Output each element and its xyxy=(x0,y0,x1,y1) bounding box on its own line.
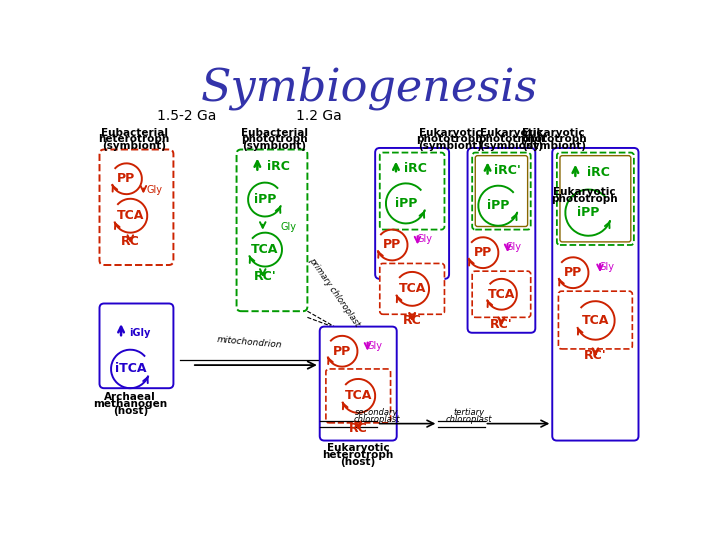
Text: methanogen: methanogen xyxy=(93,400,167,409)
Text: Eubacterial: Eubacterial xyxy=(240,127,307,138)
Text: Gly: Gly xyxy=(366,341,382,351)
Text: tertiary: tertiary xyxy=(454,408,485,417)
Text: PP: PP xyxy=(564,266,582,279)
Text: iRC': iRC' xyxy=(494,164,521,177)
Text: iPP: iPP xyxy=(254,193,276,206)
Text: Eubacterial: Eubacterial xyxy=(101,127,168,138)
Text: heterotroph: heterotroph xyxy=(99,134,170,145)
FancyBboxPatch shape xyxy=(559,291,632,349)
FancyBboxPatch shape xyxy=(326,369,390,423)
Text: iRC: iRC xyxy=(587,166,610,179)
Text: phototroph: phototroph xyxy=(241,134,307,145)
Text: chloroplast: chloroplast xyxy=(446,415,492,424)
Text: RC: RC xyxy=(402,314,421,327)
Text: 1.2 Ga: 1.2 Ga xyxy=(296,110,342,123)
Text: TCA: TCA xyxy=(251,243,279,256)
Text: mitochondrion: mitochondrion xyxy=(217,335,283,349)
Text: chloroplast: chloroplast xyxy=(354,415,400,424)
FancyBboxPatch shape xyxy=(99,303,174,388)
FancyBboxPatch shape xyxy=(557,153,634,245)
Text: iRC: iRC xyxy=(404,162,427,176)
FancyBboxPatch shape xyxy=(472,153,531,230)
FancyBboxPatch shape xyxy=(467,148,535,333)
Text: Eukaryotic: Eukaryotic xyxy=(418,127,481,138)
Text: Gly: Gly xyxy=(280,221,296,232)
Text: (host): (host) xyxy=(112,406,148,416)
Text: Eukaryotic: Eukaryotic xyxy=(327,443,390,453)
Text: iGly: iGly xyxy=(130,328,151,338)
Text: secondary: secondary xyxy=(355,408,398,417)
FancyBboxPatch shape xyxy=(560,156,631,242)
Text: Eukaryotic: Eukaryotic xyxy=(553,187,616,197)
Text: 1.5-2 Ga: 1.5-2 Ga xyxy=(157,110,216,123)
Text: RC': RC' xyxy=(490,318,513,331)
Text: (symbiont): (symbiont) xyxy=(480,141,544,151)
Text: (host): (host) xyxy=(341,457,376,467)
Text: RC: RC xyxy=(349,422,368,435)
FancyBboxPatch shape xyxy=(237,150,307,311)
Text: phototroph: phototroph xyxy=(552,194,618,204)
Text: TCA: TCA xyxy=(582,314,609,327)
Text: Eukaryotic: Eukaryotic xyxy=(523,127,585,138)
FancyBboxPatch shape xyxy=(320,327,397,441)
Text: PP: PP xyxy=(117,172,135,185)
Text: PP: PP xyxy=(474,246,492,259)
Text: Gly: Gly xyxy=(598,261,614,272)
Text: iPP: iPP xyxy=(395,197,417,210)
Text: Gly: Gly xyxy=(416,234,433,244)
FancyBboxPatch shape xyxy=(379,153,444,230)
Text: Archaeal: Archaeal xyxy=(104,393,156,402)
Text: TCA: TCA xyxy=(487,288,515,301)
Text: phototroph: phototroph xyxy=(417,134,483,145)
Text: Eukaryotic: Eukaryotic xyxy=(480,127,543,138)
Text: (symbiont): (symbiont) xyxy=(243,141,306,151)
Text: TCA: TCA xyxy=(398,282,426,295)
Text: PP: PP xyxy=(383,239,401,252)
Text: (symbiont): (symbiont) xyxy=(102,141,166,151)
FancyBboxPatch shape xyxy=(552,148,639,441)
Text: phototroph: phototroph xyxy=(478,134,545,145)
Text: Gly: Gly xyxy=(147,185,163,194)
Text: heterotroph: heterotroph xyxy=(323,450,394,460)
Text: Gly: Gly xyxy=(505,242,522,252)
Text: PP: PP xyxy=(333,345,351,357)
Text: phototroph: phototroph xyxy=(521,134,587,145)
Text: RC: RC xyxy=(121,235,140,248)
FancyBboxPatch shape xyxy=(99,150,174,265)
Text: RC': RC' xyxy=(253,270,276,283)
FancyBboxPatch shape xyxy=(379,264,444,314)
Text: iPP: iPP xyxy=(487,199,510,212)
Text: iTCA: iTCA xyxy=(114,362,146,375)
Text: primary chloroplast: primary chloroplast xyxy=(307,256,361,328)
Text: Symbiogenesis: Symbiogenesis xyxy=(200,66,538,110)
Text: RC': RC' xyxy=(584,349,607,362)
Text: iRC: iRC xyxy=(267,160,290,173)
Text: iPP: iPP xyxy=(577,206,600,219)
FancyBboxPatch shape xyxy=(475,156,528,226)
Text: TCA: TCA xyxy=(345,389,372,402)
Text: (symbiont): (symbiont) xyxy=(522,141,586,151)
FancyBboxPatch shape xyxy=(472,271,531,318)
Text: TCA: TCA xyxy=(117,209,144,222)
FancyBboxPatch shape xyxy=(375,148,449,279)
Text: (symbiont): (symbiont) xyxy=(418,141,482,151)
